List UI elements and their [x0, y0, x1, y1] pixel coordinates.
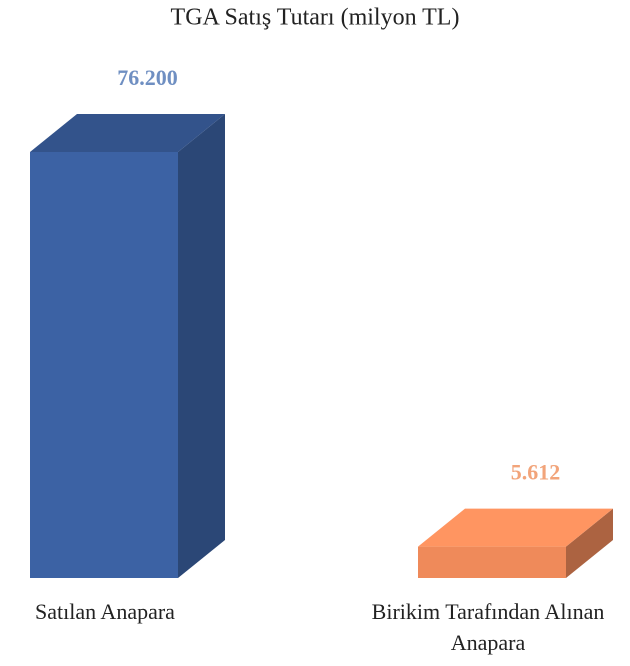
bar-side — [178, 114, 225, 578]
bar-top — [418, 508, 613, 547]
data-label: 76.200 — [117, 65, 178, 90]
bar-top — [30, 114, 225, 152]
bar — [30, 152, 178, 578]
chart-title: TGA Satış Tutarı (milyon TL) — [171, 5, 460, 31]
bar-side — [566, 508, 613, 578]
x-tick-label: Satılan Anapara — [35, 599, 175, 624]
bar — [418, 546, 566, 578]
data-label: 5.612 — [511, 460, 561, 485]
x-tick-label: Birikim Tarafından Alınan Anapara — [371, 599, 605, 655]
